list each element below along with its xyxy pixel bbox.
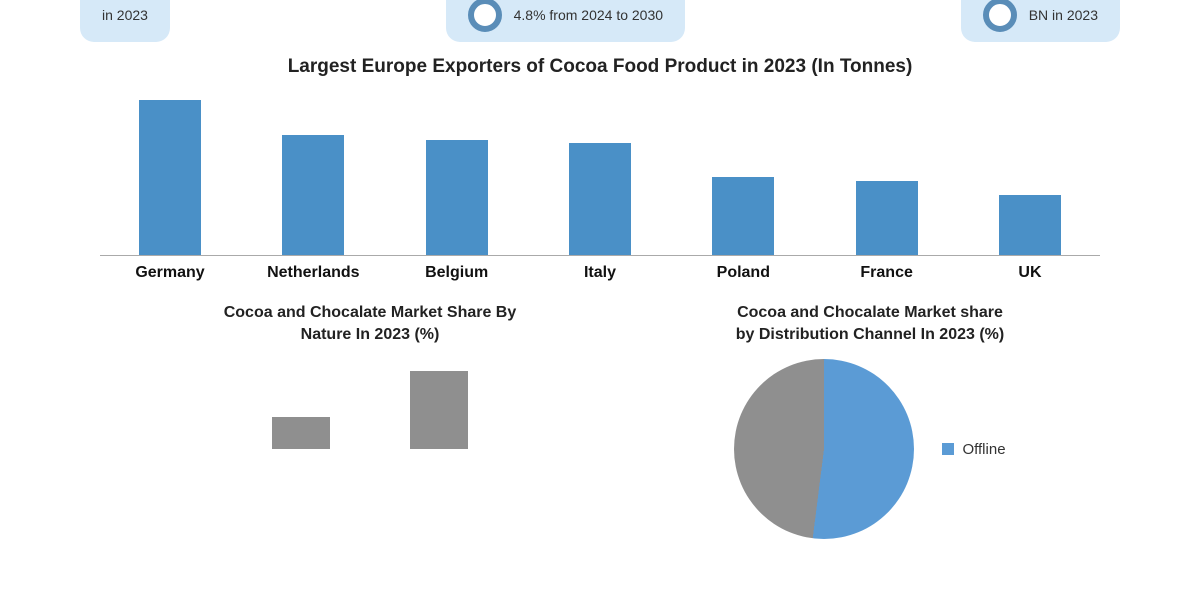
bars-row (100, 96, 1100, 256)
top-cards-row: in 2023 4.8% from 2024 to 2030 BN in 202… (0, 0, 1200, 42)
bar-chart-title: Largest Europe Exporters of Cocoa Food P… (0, 56, 1200, 78)
nature-bar (272, 417, 330, 449)
bar (282, 135, 344, 255)
bar-col (263, 135, 363, 255)
ring-icon (983, 0, 1017, 32)
bar-col (980, 195, 1080, 255)
nature-title: Cocoa and Chocalate Market Share By Natu… (120, 302, 620, 345)
bar-label: UK (980, 264, 1080, 282)
legend-swatch (942, 443, 954, 455)
legend-offline: Offline (942, 441, 1005, 458)
card-left-text: in 2023 (102, 7, 148, 23)
bar-col (120, 100, 220, 255)
bar (712, 177, 774, 255)
nature-title-l2: Nature In 2023 (%) (301, 326, 440, 343)
sub-section: Cocoa and Chocalate Market Share By Natu… (0, 282, 1200, 539)
bar-label: Germany (120, 264, 220, 282)
card-mid: 4.8% from 2024 to 2030 (446, 0, 685, 42)
nature-bar (410, 371, 468, 449)
card-right-text: BN in 2023 (1029, 7, 1098, 23)
dist-title-l2: by Distribution Channel In 2023 (%) (736, 326, 1004, 343)
labels-row: Germany Netherlands Belgium Italy Poland Fran… (100, 256, 1100, 282)
bar-col (550, 143, 650, 255)
card-right: BN in 2023 (961, 0, 1120, 42)
bar-label: Belgium (407, 264, 507, 282)
pie-chart (734, 359, 914, 539)
bar-col (407, 140, 507, 255)
bar (139, 100, 201, 255)
dist-title: Cocoa and Chocalate Market share by Dist… (620, 302, 1120, 345)
bar-col (693, 177, 793, 255)
bar-label: Netherlands (263, 264, 363, 282)
nature-title-l1: Cocoa and Chocalate Market Share By (224, 304, 517, 321)
exporters-bar-chart: Germany Netherlands Belgium Italy Poland Fran… (0, 96, 1200, 282)
nature-bars (120, 359, 620, 449)
bar (569, 143, 631, 255)
bar-label: France (837, 264, 937, 282)
nature-chart: Cocoa and Chocalate Market Share By Natu… (120, 302, 620, 539)
bar (999, 195, 1061, 255)
legend-label: Offline (962, 441, 1005, 458)
bar-label: Poland (693, 264, 793, 282)
bar (426, 140, 488, 255)
ring-icon (468, 0, 502, 32)
card-left: in 2023 (80, 0, 170, 42)
distribution-chart: Cocoa and Chocalate Market share by Dist… (620, 302, 1120, 539)
bar (856, 181, 918, 255)
bar-label: Italy (550, 264, 650, 282)
dist-title-l1: Cocoa and Chocalate Market share (737, 304, 1003, 321)
card-mid-text: 4.8% from 2024 to 2030 (514, 7, 663, 23)
bar-col (837, 181, 937, 255)
pie-wrap: Offline (620, 359, 1120, 539)
